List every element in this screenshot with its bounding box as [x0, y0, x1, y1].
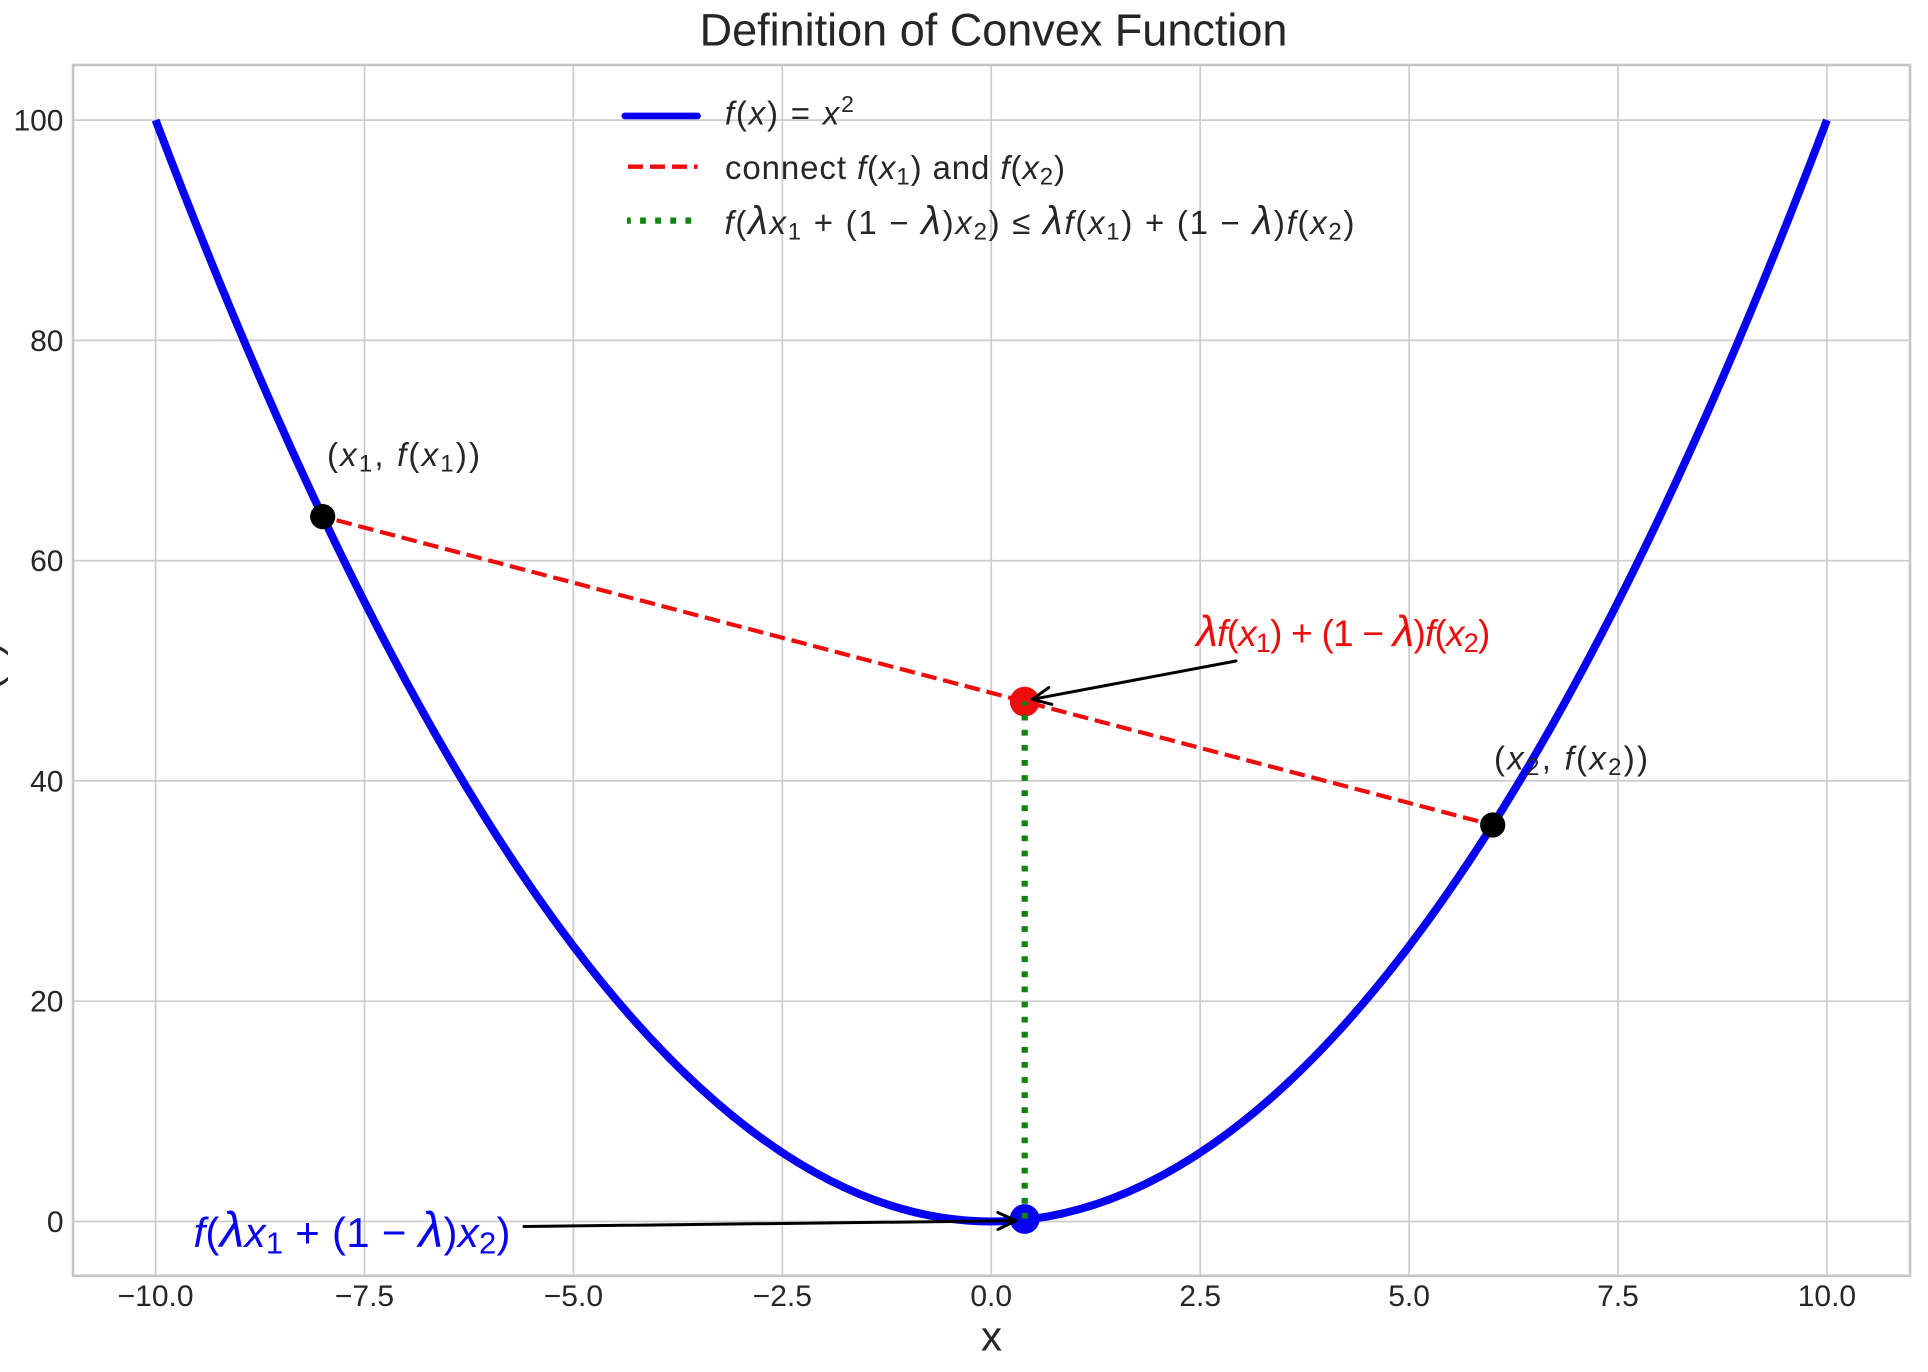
svg-text:0: 0 — [47, 1206, 64, 1239]
svg-text:−5.0: −5.0 — [544, 1280, 603, 1313]
svg-text:connect f(x1) and f(x2): connect f(x1) and f(x2) — [725, 149, 1065, 190]
svg-text:f(λx1 + (1 − λ)x2) ≤ λf(x1) +: f(λx1 + (1 − λ)x2) ≤ λf(x1) + (1 − λ)f(x… — [725, 199, 1355, 245]
svg-text:100: 100 — [13, 105, 63, 138]
svg-text:5.0: 5.0 — [1388, 1280, 1430, 1313]
svg-text:60: 60 — [30, 545, 63, 578]
svg-text:(x1, f(x1)): (x1, f(x1)) — [327, 436, 480, 477]
svg-text:40: 40 — [30, 765, 63, 798]
svg-text:f(x): f(x) — [0, 642, 9, 703]
svg-text:80: 80 — [30, 325, 63, 358]
svg-text:−7.5: −7.5 — [335, 1280, 394, 1313]
svg-text:2.5: 2.5 — [1179, 1280, 1221, 1313]
svg-text:−10.0: −10.0 — [118, 1280, 194, 1313]
svg-text:0.0: 0.0 — [970, 1280, 1012, 1313]
svg-text:λf(x1) + (1 − λ)f(x2): λf(x1) + (1 − λ)f(x2) — [1194, 607, 1490, 658]
svg-text:10.0: 10.0 — [1798, 1280, 1856, 1313]
svg-text:−2.5: −2.5 — [753, 1280, 812, 1313]
svg-text:f(x) = x2: f(x) = x2 — [725, 91, 854, 132]
svg-text:f(λx1 + (1 − λ)x2): f(λx1 + (1 − λ)x2) — [194, 1202, 511, 1261]
svg-text:Definition of Convex Function: Definition of Convex Function — [700, 5, 1288, 56]
svg-text:7.5: 7.5 — [1597, 1280, 1639, 1313]
svg-text:(x2, f(x2)): (x2, f(x2)) — [1494, 740, 1648, 781]
svg-text:20: 20 — [30, 986, 63, 1019]
svg-text:x: x — [981, 1313, 1002, 1360]
